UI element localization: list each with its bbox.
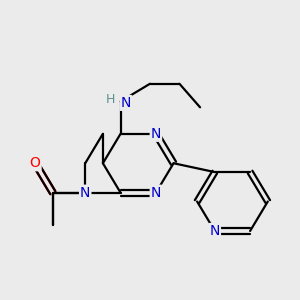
Text: N: N (151, 186, 161, 200)
Text: O: O (30, 156, 40, 170)
Text: H: H (106, 93, 115, 106)
Text: N: N (210, 224, 220, 238)
Text: N: N (151, 127, 161, 141)
Text: N: N (121, 96, 131, 110)
Text: N: N (80, 186, 90, 200)
